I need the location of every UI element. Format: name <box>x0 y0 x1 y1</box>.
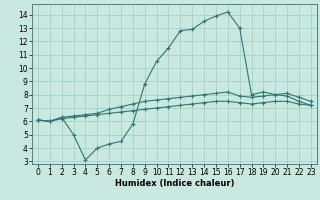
X-axis label: Humidex (Indice chaleur): Humidex (Indice chaleur) <box>115 179 234 188</box>
